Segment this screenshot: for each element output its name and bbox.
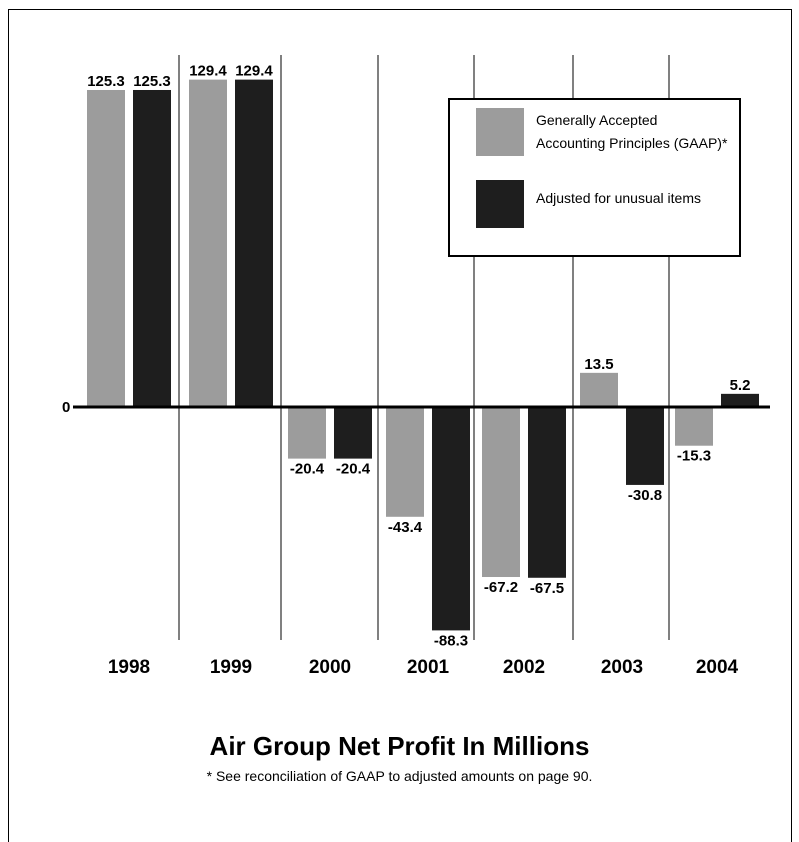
bar-adjusted-2004 (721, 393, 759, 407)
bar-gaap-1999 (189, 79, 227, 408)
year-label-1998: 1998 (108, 657, 150, 678)
bar-adjusted-2001 (432, 407, 470, 631)
value-label-adjusted-2002: -67.5 (530, 580, 564, 597)
value-label-adjusted-2004: 5.2 (730, 377, 751, 394)
bar-gaap-2000 (288, 407, 326, 459)
year-label-2001: 2001 (407, 657, 450, 678)
year-label-2002: 2002 (503, 657, 545, 678)
value-label-adjusted-2000: -20.4 (336, 461, 371, 478)
value-label-adjusted-1998: 125.3 (133, 73, 171, 90)
bar-gaap-2001 (386, 407, 424, 517)
chart-title: Air Group Net Profit In Millions (209, 731, 590, 761)
value-label-adjusted-2003: -30.8 (628, 487, 662, 504)
legend: Generally Accepted Accounting Principles … (448, 98, 741, 257)
year-label-1999: 1999 (210, 657, 252, 678)
bar-adjusted-1999 (235, 79, 273, 408)
value-label-gaap-1998: 125.3 (87, 73, 125, 90)
value-label-gaap-1999: 129.4 (189, 63, 227, 80)
chart-footnote: * See reconciliation of GAAP to adjusted… (206, 768, 593, 784)
bar-adjusted-2000 (334, 407, 372, 459)
bar-gaap-2003 (580, 372, 618, 407)
value-label-gaap-2001: -43.4 (388, 519, 423, 536)
bar-adjusted-2002 (528, 407, 566, 578)
bar-gaap-2004 (675, 407, 713, 446)
legend-label-gaap-line2: Accounting Principles (GAAP)* (536, 135, 728, 151)
year-label-2004: 2004 (696, 657, 739, 678)
legend-swatch-gaap (476, 108, 524, 156)
value-label-gaap-2004: -15.3 (677, 448, 711, 465)
bar-gaap-1998 (87, 89, 125, 407)
year-label-2003: 2003 (601, 657, 643, 678)
legend-label-adjusted-line1: Adjusted for unusual items (536, 190, 701, 206)
value-label-adjusted-1999: 129.4 (235, 63, 273, 80)
zero-label: 0 (62, 399, 70, 416)
value-label-adjusted-2001: -88.3 (434, 632, 468, 649)
value-label-gaap-2000: -20.4 (290, 461, 325, 478)
year-label-2000: 2000 (309, 657, 351, 678)
legend-label-gaap-line1: Generally Accepted (536, 112, 657, 128)
legend-swatch-adjusted (476, 180, 524, 228)
value-label-gaap-2002: -67.2 (484, 579, 518, 596)
value-label-gaap-2003: 13.5 (584, 356, 613, 373)
bar-adjusted-1998 (133, 89, 171, 407)
bar-gaap-2002 (482, 407, 520, 578)
bar-adjusted-2003 (626, 407, 664, 485)
